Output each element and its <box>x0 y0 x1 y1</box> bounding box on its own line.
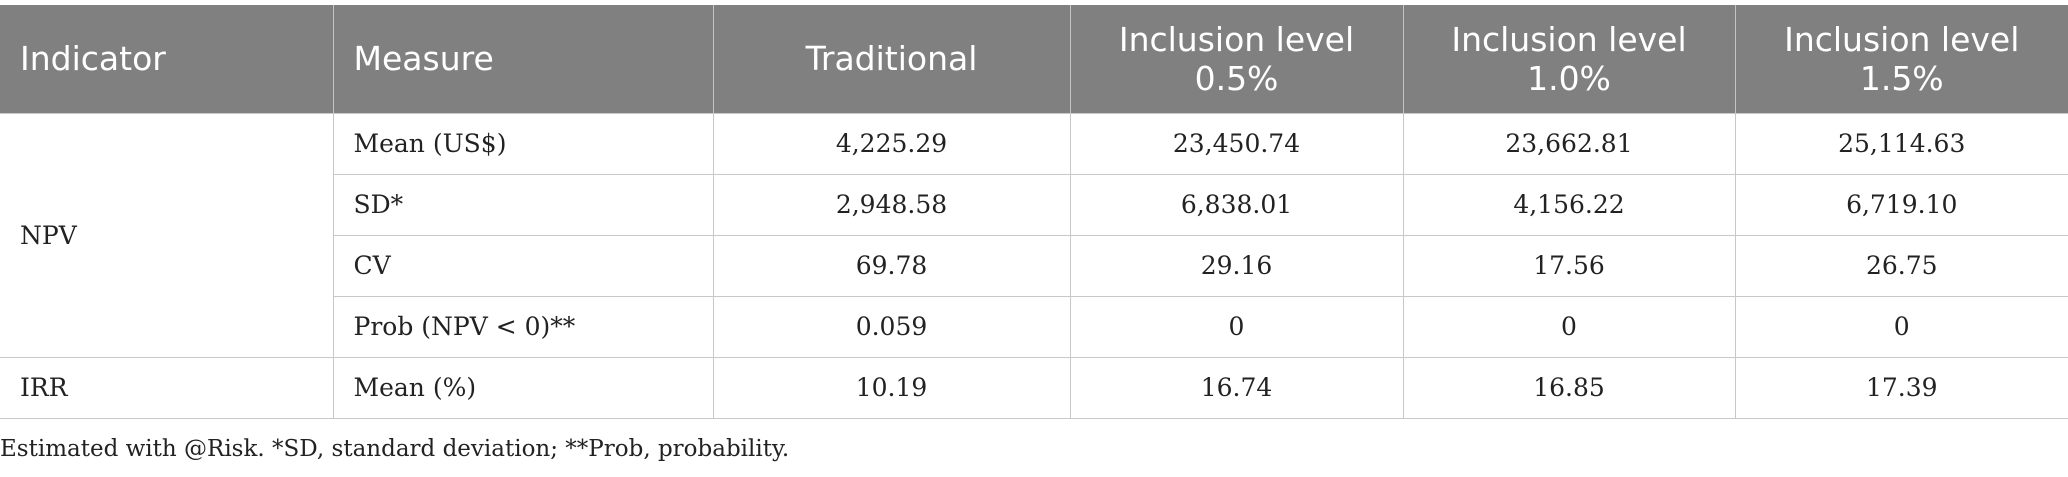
header-inclusion-0-5-line1: Inclusion level <box>1118 19 1355 59</box>
header-inclusion-1-5-line1: Inclusion level <box>1784 19 2020 59</box>
measure-cell: Prob (NPV < 0)** <box>333 295 714 358</box>
results-table-container: Indicator Measure Traditional Inclusion … <box>0 5 2068 419</box>
value-cell: 16.85 <box>1402 356 1736 419</box>
value-cell: 6,838.01 <box>1069 173 1404 236</box>
table-row: IRR Mean (%) 10.19 16.74 16.85 17.39 <box>0 356 2068 419</box>
table-header: Indicator Measure Traditional Inclusion … <box>0 5 2068 113</box>
value-cell: 0 <box>1734 295 2068 358</box>
indicator-cell-irr: IRR <box>0 356 334 419</box>
value-cell: 26.75 <box>1734 234 2068 297</box>
table-row: NPV Mean (US$) 4,225.29 23,450.74 23,662… <box>0 112 2068 358</box>
header-inclusion-1-0-line1: Inclusion level <box>1451 19 1687 59</box>
value-cell: 0 <box>1069 295 1404 358</box>
header-row: Indicator Measure Traditional Inclusion … <box>0 5 2068 113</box>
results-table: Indicator Measure Traditional Inclusion … <box>0 5 2068 419</box>
header-inclusion-0-5-line2: 0.5% <box>1194 58 1279 98</box>
value-cell: 0.059 <box>712 295 1071 358</box>
measure-cell: SD* <box>333 173 714 236</box>
table-row: CV 69.78 29.16 17.56 26.75 <box>0 234 2068 297</box>
header-inclusion-1-0: Inclusion level 1.0% <box>1403 5 1736 113</box>
header-inclusion-1-5-line2: 1.5% <box>1859 58 1944 98</box>
value-cell: 69.78 <box>712 234 1071 297</box>
measure-cell: Mean (US$) <box>332 112 714 175</box>
value-cell: 17.39 <box>1734 356 2068 419</box>
value-cell: 0 <box>1402 295 1736 358</box>
value-cell: 10.19 <box>712 356 1071 419</box>
value-cell: 23,662.81 <box>1402 112 1736 175</box>
header-inclusion-1-5: Inclusion level 1.5% <box>1735 5 2068 113</box>
value-cell: 2,948.58 <box>712 173 1071 236</box>
table-row: SD* 2,948.58 6,838.01 4,156.22 6,719.10 <box>0 173 2068 236</box>
value-cell: 23,450.74 <box>1069 112 1404 175</box>
header-inclusion-0-5: Inclusion level 0.5% <box>1070 5 1404 113</box>
value-cell: 25,114.63 <box>1734 112 2068 175</box>
value-cell: 6,719.10 <box>1734 173 2068 236</box>
measure-cell: CV <box>333 234 714 297</box>
measure-cell: Mean (%) <box>332 356 714 419</box>
header-indicator: Indicator <box>0 5 334 113</box>
value-cell: 16.74 <box>1069 356 1404 419</box>
header-measure: Measure <box>333 5 714 113</box>
indicator-cell-npv: NPV <box>0 112 334 358</box>
value-cell: 17.56 <box>1402 234 1736 297</box>
header-traditional: Traditional <box>713 5 1071 113</box>
table-footnote: Estimated with @Risk. *SD, standard devi… <box>0 436 790 462</box>
header-inclusion-1-0-line2: 1.0% <box>1527 58 1611 98</box>
value-cell: 4,225.29 <box>712 112 1071 175</box>
value-cell: 29.16 <box>1069 234 1404 297</box>
value-cell: 4,156.22 <box>1402 173 1736 236</box>
table-body: NPV Mean (US$) 4,225.29 23,450.74 23,662… <box>0 112 2068 419</box>
table-row: Prob (NPV < 0)** 0.059 0 0 0 <box>0 295 2068 358</box>
